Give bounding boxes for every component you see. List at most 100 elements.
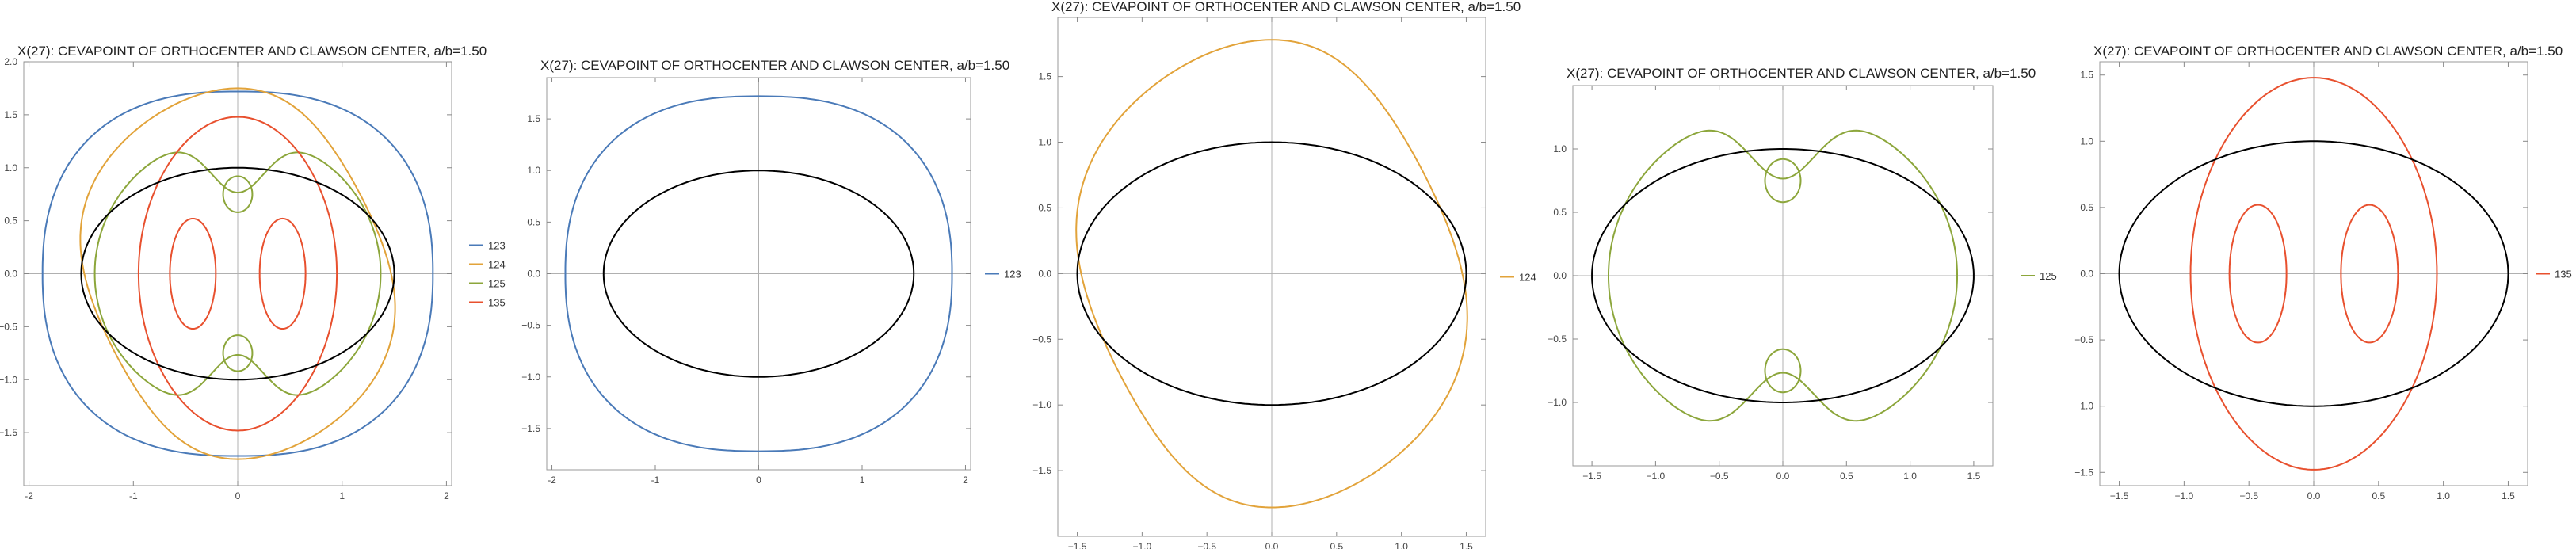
- y-tick-label: 1.0: [527, 165, 540, 176]
- y-tick-label: 0.0: [527, 269, 540, 280]
- reference-ellipse: [80, 166, 395, 381]
- y-tick-label: 0.5: [4, 215, 17, 227]
- y-tick-label: −1.5: [521, 423, 540, 434]
- series-124-curve: [1075, 39, 1468, 509]
- y-tick-label: 1.0: [1553, 143, 1567, 154]
- y-tick-label: −0.5: [521, 320, 540, 331]
- series-135-curve: [137, 116, 338, 432]
- y-tick-label: 0.0: [2080, 269, 2093, 280]
- legend-label: 124: [1519, 272, 1536, 284]
- reference-ellipse: [1076, 141, 1467, 406]
- x-tick-label: −1.5: [1068, 541, 1087, 549]
- x-tick-label: 1.0: [2437, 490, 2450, 501]
- x-tick-label: 1.5: [1967, 471, 1981, 482]
- x-tick-label: 0.5: [1840, 471, 1853, 482]
- x-tick-label: -2: [25, 490, 33, 501]
- y-tick-label: −0.5: [1032, 334, 1051, 345]
- x-tick-label: 0.0: [2307, 490, 2321, 501]
- y-tick-label: −1.0: [0, 374, 17, 385]
- series-135-curve: [2340, 204, 2399, 344]
- x-tick-label: −1.5: [1582, 471, 1601, 482]
- y-tick-label: −1.5: [1032, 465, 1051, 476]
- series-123-curve: [564, 95, 953, 452]
- y-tick-label: 0.5: [527, 216, 540, 227]
- x-tick-label: −0.5: [2239, 490, 2258, 501]
- y-tick-label: 1.5: [2080, 70, 2093, 81]
- x-tick-label: 1: [339, 490, 345, 501]
- x-tick-label: 0.0: [1776, 471, 1790, 482]
- chart-title: X(27): CEVAPOINT OF ORTHOCENTER AND CLAW…: [2093, 44, 2563, 59]
- y-tick-label: −1.5: [0, 427, 17, 438]
- y-tick-label: −0.5: [1548, 334, 1567, 345]
- reference-ellipse: [602, 170, 915, 378]
- legend-label: 124: [488, 259, 506, 271]
- y-tick-label: 0.0: [1553, 270, 1567, 281]
- chart-title: X(27): CEVAPOINT OF ORTHOCENTER AND CLAW…: [1051, 0, 1521, 14]
- series-135-curve: [2189, 77, 2438, 471]
- legend-label: 123: [1004, 269, 1021, 280]
- x-tick-label: 1.5: [2502, 490, 2515, 501]
- y-tick-label: 1.0: [4, 162, 17, 173]
- legend-label: 135: [2555, 269, 2572, 280]
- legend-label: 125: [488, 278, 506, 290]
- y-tick-label: −1.0: [521, 372, 540, 383]
- x-tick-label: 2: [444, 490, 449, 501]
- y-tick-label: 1.5: [4, 109, 17, 120]
- x-tick-label: −1.0: [2175, 490, 2194, 501]
- chart-panel-3: X(27): CEVAPOINT OF ORTHOCENTER AND CLAW…: [1032, 0, 1536, 549]
- y-tick-label: −0.5: [2074, 334, 2093, 345]
- chart-title: X(27): CEVAPOINT OF ORTHOCENTER AND CLAW…: [1567, 66, 2036, 81]
- x-tick-label: 0: [235, 490, 241, 501]
- x-tick-label: 2: [963, 475, 968, 486]
- y-tick-label: 1.5: [1038, 71, 1051, 82]
- x-tick-label: 1.0: [1903, 471, 1917, 482]
- chart-title: X(27): CEVAPOINT OF ORTHOCENTER AND CLAW…: [17, 44, 487, 59]
- y-tick-label: 1.5: [527, 113, 540, 124]
- series-125-curve: [222, 334, 254, 372]
- chart-panel-1: X(27): CEVAPOINT OF ORTHOCENTER AND CLAW…: [0, 44, 506, 501]
- x-tick-label: −0.5: [1197, 541, 1216, 549]
- y-tick-label: 0.0: [1038, 268, 1051, 279]
- series-135-curve: [258, 217, 307, 330]
- reference-ellipse: [1591, 148, 1975, 403]
- x-tick-label: 1: [860, 475, 865, 486]
- y-tick-label: 1.0: [2080, 135, 2093, 147]
- y-tick-label: 1.0: [1038, 137, 1051, 148]
- y-tick-label: −1.5: [2074, 467, 2093, 478]
- chart-panel-5: X(27): CEVAPOINT OF ORTHOCENTER AND CLAW…: [2074, 44, 2571, 501]
- series-125-curve: [93, 151, 382, 396]
- series-125-curve: [222, 175, 254, 213]
- series-124-curve: [79, 87, 396, 460]
- legend-label: 135: [488, 297, 506, 309]
- x-tick-label: 0.5: [1330, 541, 1343, 549]
- x-tick-label: 0.0: [1265, 541, 1279, 549]
- x-tick-label: -1: [129, 490, 138, 501]
- series-123-curve: [41, 90, 434, 457]
- legend-label: 123: [488, 240, 506, 252]
- y-tick-label: 0.5: [1553, 207, 1567, 218]
- y-tick-label: −1.0: [2074, 401, 2093, 412]
- reference-ellipse: [2118, 140, 2509, 407]
- legend-label: 125: [2040, 270, 2057, 282]
- series-125-curve: [1764, 158, 1802, 204]
- x-tick-label: −1.5: [2110, 490, 2129, 501]
- x-tick-label: 1.0: [1395, 541, 1408, 549]
- y-tick-label: −1.0: [1548, 397, 1567, 408]
- series-125-curve: [1764, 348, 1802, 394]
- y-tick-label: −1.0: [1032, 399, 1051, 410]
- y-tick-label: 2.0: [4, 56, 17, 67]
- x-tick-label: 1.5: [1460, 541, 1473, 549]
- series-135-curve: [2228, 204, 2288, 344]
- x-tick-label: −0.5: [1710, 471, 1729, 482]
- y-tick-label: −0.5: [0, 321, 17, 332]
- series-125-curve: [1608, 129, 1958, 422]
- chart-panel-2: X(27): CEVAPOINT OF ORTHOCENTER AND CLAW…: [521, 58, 1021, 486]
- x-tick-label: −1.0: [1647, 471, 1666, 482]
- x-tick-label: 0.5: [2372, 490, 2385, 501]
- chart-title: X(27): CEVAPOINT OF ORTHOCENTER AND CLAW…: [540, 58, 1009, 73]
- y-tick-label: 0.5: [2080, 202, 2093, 213]
- x-tick-label: -2: [548, 475, 556, 486]
- x-tick-label: −1.0: [1133, 541, 1152, 549]
- x-tick-label: 0: [756, 475, 761, 486]
- y-tick-label: 0.0: [4, 269, 17, 280]
